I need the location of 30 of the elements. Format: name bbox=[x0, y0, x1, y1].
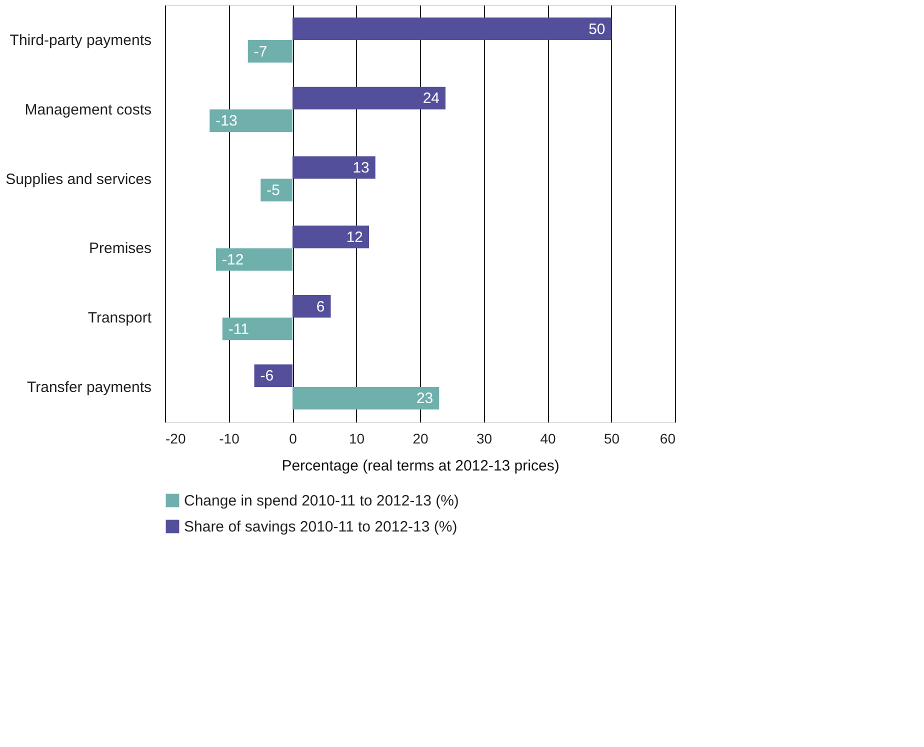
y-tick-label: Supplies and services bbox=[6, 170, 152, 188]
data-label: 23 bbox=[416, 390, 434, 408]
x-tick-label: 50 bbox=[604, 430, 620, 446]
data-label: -11 bbox=[228, 320, 249, 338]
y-tick-label: Third-party payments bbox=[10, 32, 152, 50]
data-label: -6 bbox=[260, 368, 274, 385]
x-axis-title: Percentage (real terms at 2012-13 prices) bbox=[282, 458, 560, 474]
data-label: -5 bbox=[266, 182, 280, 200]
x-tick-label: 20 bbox=[412, 430, 428, 446]
legend-label: Change in spend 2010-11 to 2012-13 (%) bbox=[184, 492, 459, 510]
x-tick-label: 10 bbox=[348, 430, 365, 446]
legend-label: Share of savings 2010-11 to 2012-13 (%) bbox=[184, 518, 458, 536]
x-tick-label: -10 bbox=[219, 430, 240, 446]
x-tick-label: -20 bbox=[166, 430, 186, 446]
y-tick-label: Management costs bbox=[24, 101, 152, 118]
x-tick-label: 60 bbox=[660, 430, 676, 446]
data-label: 6 bbox=[316, 298, 325, 316]
x-tick-label: 40 bbox=[540, 430, 556, 446]
y-tick-label: Transfer payments bbox=[27, 378, 152, 396]
x-tick-label: 30 bbox=[476, 430, 492, 446]
y-tick-label: Premises bbox=[88, 240, 152, 258]
data-label: -12 bbox=[222, 251, 244, 268]
data-label: 12 bbox=[346, 228, 363, 246]
data-label: 24 bbox=[422, 90, 440, 108]
data-label: -7 bbox=[254, 43, 268, 60]
data-label: 13 bbox=[352, 160, 370, 177]
data-label: -13 bbox=[216, 112, 238, 130]
x-tick-label: 0 bbox=[289, 430, 298, 446]
y-tick-label: Transport bbox=[88, 310, 152, 327]
data-label: 50 bbox=[588, 20, 606, 38]
